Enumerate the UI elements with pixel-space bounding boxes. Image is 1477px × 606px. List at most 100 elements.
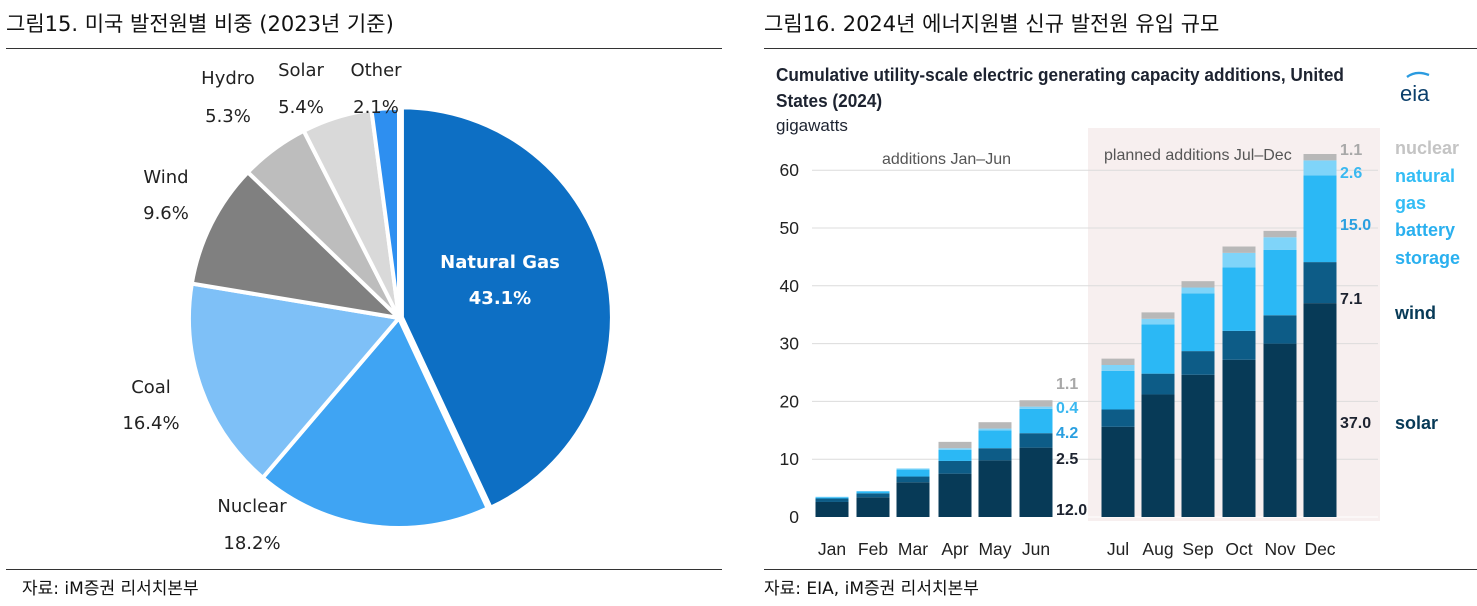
- bar-aug-battery-storage: [1141, 324, 1175, 374]
- bar-feb-battery-storage: [856, 491, 890, 494]
- bar-sep-solar: [1181, 374, 1215, 517]
- bar-jun-battery-storage: [1019, 408, 1053, 434]
- bar-chart: 0 10 20 30 40 50 60 additions Jan–Jun planned ad…: [780, 128, 1460, 559]
- bar-dec-nuclear: [1303, 154, 1337, 161]
- value-label-dec-natural-gas: 2.6: [1340, 165, 1362, 182]
- bar-jun-natural-gas: [1019, 406, 1053, 409]
- pie-value-coal: 16.4%: [122, 413, 179, 434]
- value-label-jun-wind: 2.5: [1056, 451, 1078, 468]
- value-label-jun-nuclear: 1.1: [1056, 376, 1078, 393]
- bar-source-note: 자료: EIA, iM증권 리서치본부: [764, 579, 979, 599]
- pie-value-natural-gas: 43.1%: [469, 288, 531, 309]
- bar-chart-title: Cumulative utility-scale electric genera…: [776, 64, 1344, 111]
- bar-apr-battery-storage: [938, 449, 972, 461]
- period-label-actual: additions Jan–Jun: [882, 151, 1011, 168]
- x-tick-label-may: May: [978, 539, 1011, 559]
- x-tick-label-mar: Mar: [898, 539, 928, 559]
- bar-nov-solar: [1263, 343, 1297, 517]
- bar-jan-wind: [815, 498, 849, 502]
- pie-slice-nuclear: [259, 314, 491, 530]
- value-label-jun-natural-gas: 0.4: [1056, 400, 1078, 417]
- bar-apr-natural-gas: [938, 448, 972, 450]
- bar-jul-nuclear: [1101, 358, 1135, 365]
- x-tick-label-feb: Feb: [858, 539, 888, 559]
- pie-label-solar: Solar: [278, 60, 324, 81]
- title-rule: [6, 48, 722, 49]
- x-tick-label-jul: Jul: [1107, 539, 1129, 559]
- pie-label-wind: Wind: [143, 167, 188, 188]
- pie-slice-other: [369, 105, 401, 319]
- bar-oct-wind: [1222, 330, 1256, 360]
- bar-may-battery-storage: [978, 430, 1012, 449]
- bar-aug-nuclear: [1141, 312, 1175, 319]
- pie-slice-wind: [189, 169, 406, 322]
- x-tick-label-aug: Aug: [1142, 539, 1173, 559]
- bar-oct-natural-gas: [1222, 252, 1256, 268]
- pie-label-other: Other: [350, 60, 402, 81]
- pie-label-hydro: Hydro: [201, 68, 255, 89]
- pie-slice-natural-gas: [399, 105, 614, 511]
- bar-jul-wind: [1101, 409, 1135, 427]
- legend-natural-gas: natural: [1395, 166, 1455, 186]
- bar-jul-natural-gas: [1101, 364, 1135, 371]
- bar-sep-natural-gas: [1181, 287, 1215, 294]
- bar-aug-wind: [1141, 373, 1175, 395]
- bar-jan-battery-storage: [815, 497, 849, 499]
- bar-dec-battery-storage: [1303, 175, 1337, 263]
- legend-battery-storage: battery: [1395, 220, 1455, 240]
- value-label-dec-wind: 7.1: [1340, 291, 1362, 308]
- pie-label-coal: Coal: [131, 377, 171, 398]
- bar-jun-nuclear: [1019, 400, 1053, 407]
- source-rule: [764, 569, 1477, 570]
- x-tick-label-jun: Jun: [1022, 539, 1050, 559]
- pie-value-other: 2.1%: [353, 97, 399, 118]
- bar-feb-solar: [856, 497, 890, 517]
- bar-aug-solar: [1141, 394, 1175, 517]
- bar-nov-battery-storage: [1263, 249, 1297, 316]
- bar-mar-wind: [896, 476, 930, 483]
- y-tick-label: 20: [780, 391, 800, 411]
- legend-battery-storage: storage: [1395, 248, 1460, 268]
- pie-slice-coal: [187, 281, 403, 481]
- bar-mar-battery-storage: [896, 469, 930, 477]
- source-rule: [6, 569, 722, 570]
- pie-value-hydro: 5.3%: [205, 106, 251, 127]
- value-label-jun-solar: 12.0: [1056, 502, 1087, 519]
- bar-may-wind: [978, 448, 1012, 461]
- right-panel: 그림16. 2024년 에너지원별 신규 발전원 유입 규모 Cumulativ…: [758, 0, 1477, 606]
- title-rule: [764, 48, 1477, 49]
- y-tick-label: 60: [780, 160, 800, 180]
- pie-label-nuclear: Nuclear: [217, 496, 287, 517]
- bar-aug-natural-gas: [1141, 318, 1175, 325]
- legend-solar: solar: [1395, 413, 1438, 433]
- period-label-planned: planned additions Jul–Dec: [1104, 147, 1292, 164]
- y-tick-label: 30: [780, 334, 800, 354]
- value-label-jun-battery-storage: 4.2: [1056, 425, 1078, 442]
- eia-logo-text: eia: [1400, 81, 1430, 106]
- y-tick-label: 10: [780, 449, 800, 469]
- x-tick-label-oct: Oct: [1225, 539, 1252, 559]
- x-tick-label-nov: Nov: [1264, 539, 1295, 559]
- bar-dec-wind: [1303, 262, 1337, 304]
- left-panel: 그림15. 미국 발전원별 비중 (2023년 기준) Natural Gas 4…: [0, 0, 725, 606]
- y-axis-unit: gigawatts: [776, 116, 848, 135]
- pie-value-solar: 5.4%: [278, 97, 324, 118]
- bar-oct-nuclear: [1222, 246, 1256, 253]
- x-tick-label-dec: Dec: [1304, 539, 1335, 559]
- pie-value-nuclear: 18.2%: [223, 533, 280, 554]
- bar-feb-natural-gas: [856, 490, 890, 492]
- legend-natural-gas: gas: [1395, 193, 1426, 213]
- bar-apr-solar: [938, 473, 972, 517]
- bar-may-solar: [978, 460, 1012, 517]
- y-tick-label: 40: [780, 276, 800, 296]
- pie-source-note: 자료: iM증권 리서치본부: [22, 579, 199, 599]
- bar-nov-nuclear: [1263, 230, 1297, 238]
- bar-nov-wind: [1263, 315, 1297, 344]
- y-tick-label: 50: [780, 218, 800, 238]
- x-tick-label-sep: Sep: [1182, 539, 1213, 559]
- bar-dec-solar: [1303, 303, 1337, 517]
- bar-may-natural-gas: [978, 428, 1012, 431]
- value-label-dec-battery-storage: 15.0: [1340, 217, 1371, 234]
- bar-dec-natural-gas: [1303, 160, 1337, 176]
- bar-jul-battery-storage: [1101, 370, 1135, 410]
